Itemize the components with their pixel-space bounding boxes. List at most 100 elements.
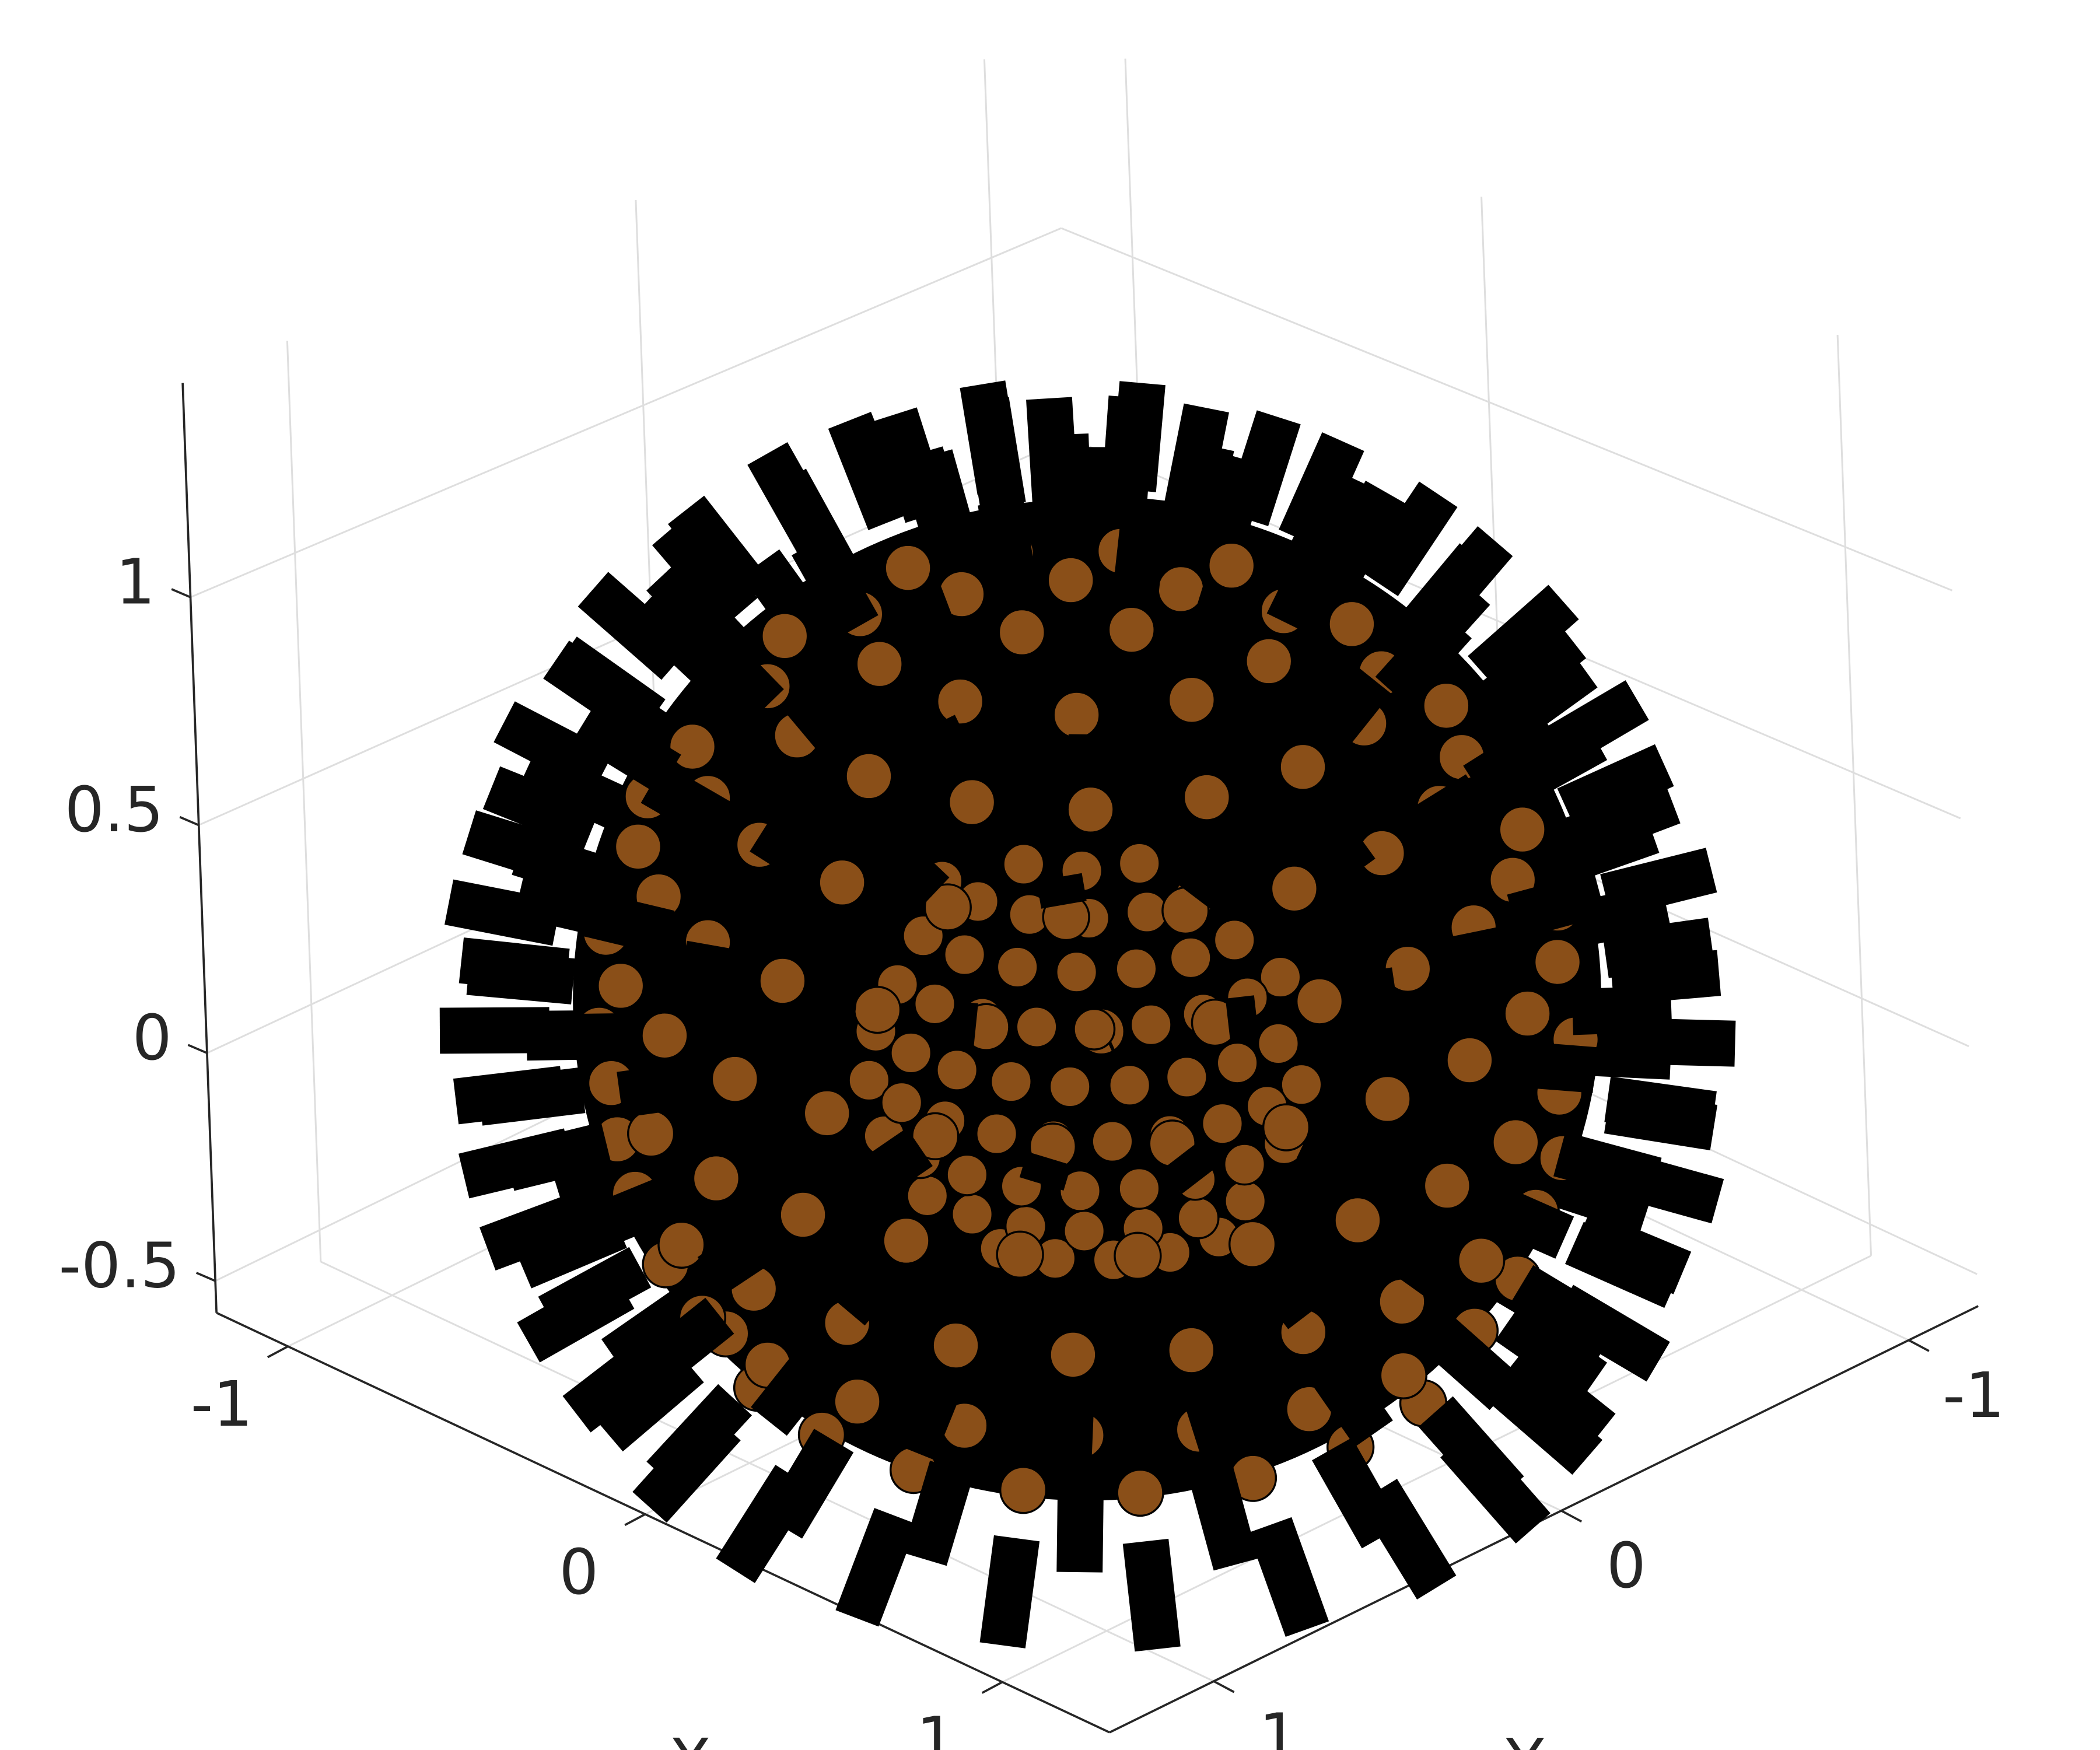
surface-cylinder [735, 903, 808, 965]
surface-patch [1046, 556, 1095, 604]
surface-patch [1182, 773, 1231, 821]
surface-cylinder [1292, 881, 1356, 945]
surface-patch [1125, 890, 1168, 934]
surface [439, 380, 1736, 1652]
surface-cylinder [1359, 481, 1458, 597]
grid-line [190, 227, 1062, 598]
surface-patch [1129, 1003, 1172, 1046]
surface-patch [1118, 842, 1161, 885]
surface-patch [779, 1191, 827, 1239]
surface-cylinder [1224, 410, 1301, 526]
surface-cylinder [526, 1013, 622, 1061]
surface-patch [913, 982, 957, 1026]
surface-patch [855, 640, 904, 688]
tick-mark [171, 588, 191, 598]
surface-patch [1058, 1169, 1102, 1212]
grid-line [1060, 227, 1953, 592]
surface-patch [1334, 1196, 1382, 1245]
surface-cylinder [1507, 871, 1606, 939]
surface-cylinder [1405, 1056, 1478, 1111]
surface-patch [1213, 918, 1256, 962]
surface-cylinder [1371, 1221, 1460, 1303]
surface-patch [626, 1110, 676, 1158]
surface-cylinder [1553, 1132, 1662, 1202]
surface-cylinder [1198, 708, 1266, 783]
surface-cylinder [1177, 855, 1236, 912]
surface-cylinder [1180, 583, 1248, 673]
z-tick-label: 0 [132, 1002, 172, 1074]
surface-patch [614, 822, 663, 871]
surface-patch [1177, 1196, 1220, 1240]
surface-cylinder [902, 1460, 974, 1566]
surface-cylinder [978, 498, 1038, 596]
surface-patch [947, 778, 996, 827]
surface-cylinder [668, 495, 772, 611]
surface-cylinder [1122, 1538, 1181, 1652]
tick-mark [179, 816, 200, 827]
surface-patch [1200, 1102, 1244, 1145]
surface-patch [833, 1377, 881, 1426]
y-axis-label: Y [1506, 1726, 1545, 1750]
surface-patch [1223, 1143, 1266, 1186]
surface-cylinder [1625, 1017, 1736, 1067]
surface-patch [923, 883, 972, 932]
surface-patch [880, 1081, 923, 1124]
surface-cylinder [1507, 1040, 1597, 1093]
surface-cylinder [1413, 1083, 1491, 1144]
axes [171, 383, 1979, 1734]
surface-patch [803, 1089, 851, 1138]
surface-cylinder [806, 978, 859, 1031]
surface-cylinder [950, 1001, 978, 1049]
surface-patch [1423, 1161, 1471, 1210]
surface-patch [932, 1321, 980, 1370]
surface-cylinder [870, 873, 931, 936]
surface-cylinder [494, 701, 614, 794]
surface-patch [1165, 1055, 1208, 1098]
surface-patch [999, 1466, 1048, 1514]
x-axis [216, 1311, 1110, 1734]
surface-patch [1208, 541, 1256, 590]
surface-cylinder [518, 746, 632, 832]
surface-cylinder [1139, 738, 1199, 800]
surface-cylinder [1391, 1189, 1478, 1265]
surface-patch [1114, 1231, 1162, 1280]
surface-cylinder [572, 702, 681, 794]
surface-cylinder [1042, 433, 1093, 536]
surface-cylinder [1163, 1140, 1219, 1194]
z-tick-label: -0.5 [59, 1230, 180, 1303]
grid-line [320, 1261, 1214, 1682]
x-tick-label: -1 [191, 1368, 253, 1441]
surface-patch [1108, 1063, 1152, 1107]
tick-mark [267, 1345, 289, 1359]
surface-cylinder [685, 622, 784, 722]
surface-cylinder [538, 1247, 652, 1338]
surface-patch [998, 608, 1046, 657]
surface-patch [946, 1153, 989, 1196]
surface-cylinder [979, 1535, 1040, 1648]
surface-cylinder [886, 848, 950, 911]
surface-cylinder [1375, 607, 1472, 708]
surface-cylinder [1251, 1252, 1325, 1329]
x-tick-label: 1 [916, 1704, 956, 1750]
surface-patch [1379, 1351, 1427, 1399]
surface-patch [1492, 1118, 1540, 1167]
surface-cylinder [1307, 664, 1391, 754]
surface-cylinder [1494, 1303, 1608, 1401]
surface-cylinder [1056, 1477, 1104, 1573]
surface-cylinder [1394, 543, 1496, 652]
surface-patch [1224, 1180, 1267, 1223]
surface-cylinder [976, 1271, 1035, 1336]
tick-mark [981, 1681, 1003, 1694]
surface-cylinder [1602, 918, 1714, 978]
surface-patch [1270, 864, 1319, 913]
surface-cylinder [835, 1508, 918, 1627]
surface-cylinder [1296, 1116, 1362, 1180]
surface-cylinder [1600, 848, 1717, 919]
surface-cylinder [1315, 481, 1406, 593]
surface-cylinder [503, 1122, 612, 1191]
tick-mark [195, 1272, 216, 1282]
surface-cylinder [586, 1172, 687, 1250]
tick-mark [1560, 1510, 1583, 1522]
surface-cylinder [1509, 1265, 1622, 1358]
